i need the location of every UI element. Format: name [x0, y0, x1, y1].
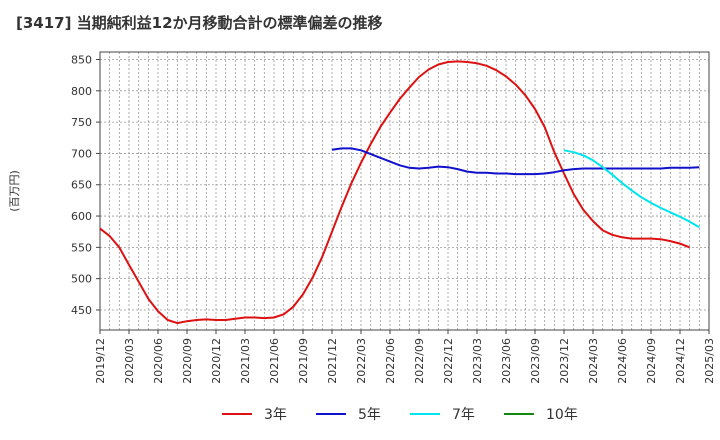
- y-tick-label: 750: [71, 116, 92, 129]
- x-tick-label: 2023/06: [500, 338, 513, 384]
- x-tick-label: 2023/03: [471, 338, 484, 384]
- x-tick-label: 2021/12: [326, 338, 339, 384]
- x-tick-label: 2024/06: [616, 338, 629, 384]
- series-line-5年: [331, 147, 700, 176]
- y-tick-label: 500: [71, 273, 92, 286]
- legend-label-10年: 10年: [546, 407, 578, 423]
- series-lines: [99, 60, 700, 325]
- x-tick-label: 2020/03: [123, 338, 136, 384]
- series-line-7年: [563, 149, 700, 229]
- x-tick-label: 2020/12: [210, 338, 223, 384]
- legend-label-3年: 3年: [264, 407, 287, 423]
- y-tick-label: 600: [71, 210, 92, 223]
- y-tick-label: 550: [71, 241, 92, 254]
- x-tick-label: 2019/12: [94, 338, 107, 384]
- x-tick-label: 2022/03: [355, 338, 368, 384]
- legend-label-7年: 7年: [452, 407, 475, 423]
- x-tick-label: 2024/09: [645, 338, 658, 384]
- chart-title: [3417] 当期純利益12か月移動合計の標準偏差の推移: [16, 14, 383, 32]
- x-tick-label: 2025/03: [703, 338, 716, 384]
- x-tick-label: 2021/03: [239, 338, 252, 384]
- grid-lines: [100, 52, 709, 330]
- x-tick-label: 2022/12: [442, 338, 455, 384]
- x-tick-label: 2021/06: [268, 338, 281, 384]
- y-tick-label: 800: [71, 85, 92, 98]
- x-tick-label: 2020/06: [152, 338, 165, 384]
- x-tick-label: 2023/09: [529, 338, 542, 384]
- x-tick-label: 2021/09: [297, 338, 310, 384]
- y-tick-label: 650: [71, 179, 92, 192]
- x-tick-label: 2020/09: [181, 338, 194, 384]
- x-tick-label: 2023/12: [558, 338, 571, 384]
- y-tick-label: 450: [71, 304, 92, 317]
- x-tick-label: 2024/12: [674, 338, 687, 384]
- axes: 2019/12 2020/03 2020/06 2020/09 2020/12 2021/…: [71, 51, 716, 384]
- plot-area-border: [99, 51, 710, 331]
- legend: 3年 5年 7年 10年: [222, 407, 578, 423]
- x-tick-label: 2024/03: [587, 338, 600, 384]
- legend-label-5年: 5年: [358, 407, 381, 423]
- x-tick-label: 2022/06: [384, 338, 397, 384]
- series-line-3年: [99, 60, 691, 325]
- x-tick-label: 2022/09: [413, 338, 426, 384]
- y-axis-label: (百万円): [8, 170, 21, 212]
- y-tick-label: 700: [71, 147, 92, 160]
- y-tick-label: 850: [71, 54, 92, 67]
